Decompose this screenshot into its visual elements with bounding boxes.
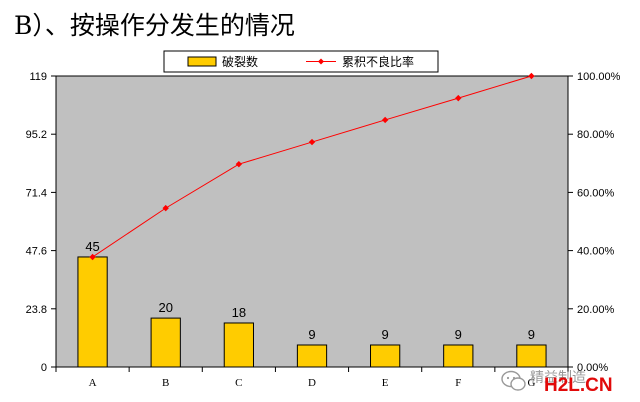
y-left-tick-label: 23.8 (26, 304, 47, 316)
bar-A (77, 256, 108, 368)
bar-F (443, 344, 474, 368)
line-point-B (162, 204, 169, 212)
y-right-tick-label: 40.00% (577, 246, 615, 258)
x-tick-label-D: D (308, 377, 316, 389)
x-tick-label-G: G (527, 377, 535, 389)
watermark-brand: H2L.CN (544, 375, 613, 396)
plot-area (55, 75, 569, 368)
bar-series (77, 256, 547, 368)
bar-G (516, 344, 547, 368)
y-right-tick-label: 80.00% (577, 129, 615, 141)
bar-label-C: 18 (232, 305, 246, 320)
line-point-D (308, 138, 316, 146)
y-left-tick-label: 95.2 (26, 129, 47, 141)
legend-bar-swatch (187, 56, 217, 67)
x-tick-label-B: B (162, 377, 169, 389)
y-left-tick-label: 0 (41, 362, 47, 374)
cumulative-line-series (89, 72, 535, 261)
x-tick-label-F: F (455, 377, 461, 389)
x-tick-label-E: E (382, 377, 389, 389)
bar-E (370, 344, 401, 368)
bar-label-A: 45 (85, 239, 99, 254)
y-left-tick-label: 47.6 (26, 246, 47, 258)
legend-line-label: 累积不良比率 (342, 54, 414, 69)
bar-label-F: 9 (455, 327, 462, 342)
axes: 0 0.00% 23.8 20.00% 47.6 40.00% 71.4 60.00% 95.2… (26, 71, 621, 389)
y-right-tick-label: 20.00% (577, 304, 615, 316)
bar-label-B: 20 (158, 300, 172, 315)
line-point-E (381, 116, 389, 124)
bar-label-G: 9 (528, 327, 535, 342)
watermark: 精益制造 H2L.CN (500, 366, 636, 398)
bar-D (296, 344, 328, 368)
x-tick-label-A: A (89, 377, 97, 389)
y-right-tick-label: 0.00% (577, 362, 608, 374)
legend-box (163, 50, 439, 73)
line-point-A (89, 253, 96, 261)
watermark-text: 精益制造 (530, 370, 586, 386)
line-point-F (455, 94, 462, 102)
wechat-icon (501, 370, 526, 391)
bar-label-E: 9 (382, 327, 389, 342)
line-point-C (235, 160, 243, 168)
bar-C (223, 322, 254, 368)
page-title: B）、按操作分发生的情况 (14, 11, 295, 40)
x-tick-label-C: C (235, 377, 242, 389)
y-left-tick-label: 71.4 (26, 187, 47, 199)
legend-line-marker (318, 58, 324, 65)
bar-data-labels: 45 20 18 9 9 9 9 (85, 239, 535, 342)
y-right-tick-label: 100.00% (577, 71, 621, 83)
y-left-tick-label: 119 (29, 71, 47, 83)
y-right-tick-label: 60.00% (577, 187, 615, 199)
line-point-G (528, 72, 535, 80)
legend-bar-label: 破裂数 (222, 54, 258, 69)
bar-B (150, 317, 181, 368)
legend: 破裂数 累积不良比率 (163, 50, 439, 73)
bar-label-D: 9 (308, 327, 315, 342)
plot-background (55, 75, 569, 368)
